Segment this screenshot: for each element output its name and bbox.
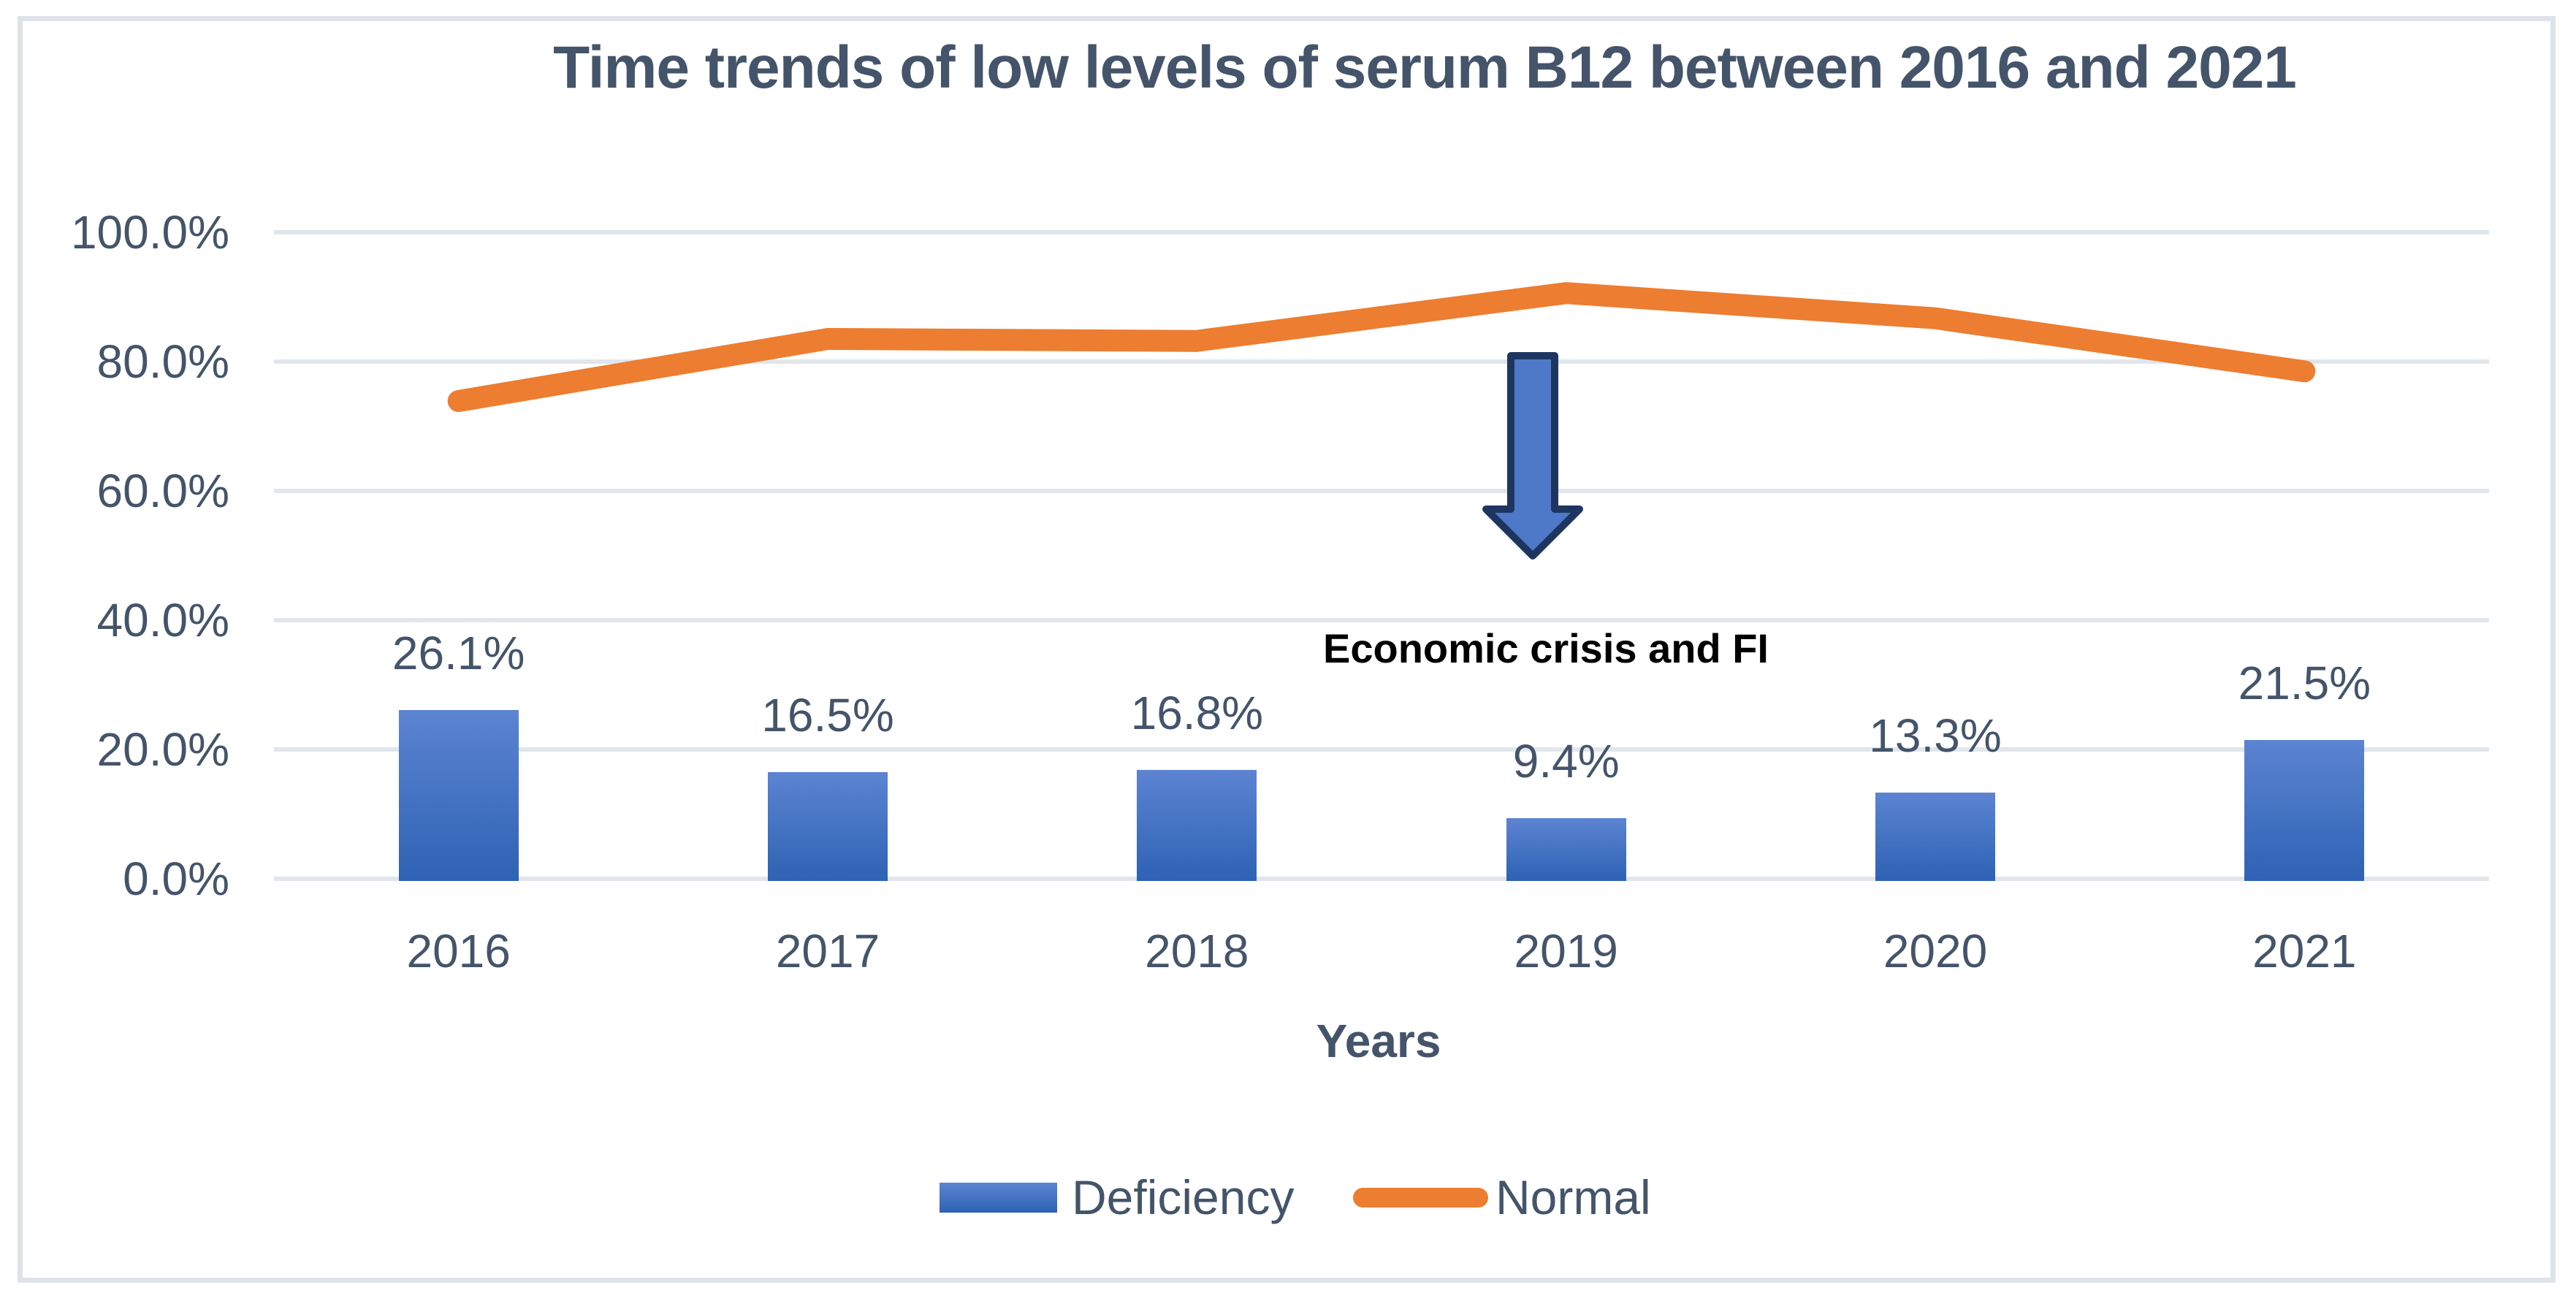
gridline-20 (274, 747, 2489, 752)
x-tick-label-2019: 2019 (1514, 925, 1618, 977)
annotation-text: Economic crisis and FI (1323, 625, 1769, 671)
bar-2016 (398, 710, 519, 881)
x-tick-label-2018: 2018 (1145, 925, 1249, 977)
bar-data-label-2017: 16.5% (761, 688, 894, 741)
y-tick-label-100: 100.0% (70, 206, 229, 259)
bar-data-label-2019: 9.4% (1512, 734, 1620, 787)
chart-title: Time trends of low levels of serum B12 b… (553, 34, 2297, 101)
normal-line-swatch-icon (1353, 1187, 1488, 1207)
gridline-40 (274, 618, 2489, 622)
gridline-60 (274, 489, 2489, 493)
y-tick-label-80: 80.0% (96, 335, 229, 388)
gridline-0 (274, 877, 2489, 881)
x-tick-label-2020: 2020 (1883, 925, 1988, 977)
x-tick-label-2016: 2016 (406, 925, 511, 977)
y-tick-label-20: 20.0% (96, 723, 229, 776)
x-tick-label-2017: 2017 (775, 925, 880, 977)
gridline-100 (274, 230, 2489, 234)
bar-data-label-2016: 26.1% (392, 627, 525, 679)
bar-data-label-2018: 16.8% (1130, 687, 1264, 740)
bar-2018 (1137, 770, 1257, 881)
legend-item-normal: Normal (1353, 1167, 1651, 1227)
y-tick-label-0: 0.0% (123, 852, 229, 905)
chart-outer-border (18, 16, 2556, 1283)
bar-2017 (768, 771, 888, 881)
down-arrow-icon (1482, 352, 1583, 560)
gridline-80 (274, 359, 2489, 364)
legend-label-deficiency: Deficiency (1072, 1170, 1295, 1224)
deficiency-bar-swatch-icon (940, 1182, 1057, 1213)
bar-data-label-2020: 13.3% (1869, 709, 2002, 763)
x-axis-title: Years (1316, 1015, 1441, 1067)
bar-data-label-2021: 21.5% (2238, 656, 2371, 709)
x-tick-label-2021: 2021 (2252, 925, 2357, 977)
y-tick-label-40: 40.0% (96, 594, 229, 646)
legend-item-deficiency: Deficiency (940, 1167, 1294, 1227)
normal-line-series (447, 282, 2316, 412)
bar-2021 (2244, 739, 2365, 881)
bar-2020 (1875, 793, 1995, 881)
bar-2019 (1506, 817, 1626, 881)
legend-label-normal: Normal (1495, 1170, 1651, 1224)
y-tick-label-60: 60.0% (96, 465, 229, 517)
